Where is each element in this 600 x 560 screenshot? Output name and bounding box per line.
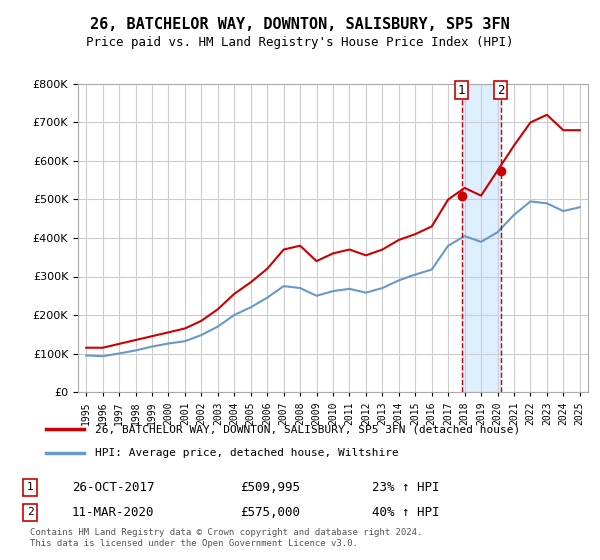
Text: 1: 1: [26, 482, 34, 492]
Text: Contains HM Land Registry data © Crown copyright and database right 2024.
This d: Contains HM Land Registry data © Crown c…: [30, 528, 422, 548]
Text: £509,995: £509,995: [240, 480, 300, 494]
Bar: [461, 84, 500, 392]
Text: 23% ↑ HPI: 23% ↑ HPI: [372, 480, 439, 494]
Text: 26-OCT-2017: 26-OCT-2017: [72, 480, 155, 494]
Text: 26, BATCHELOR WAY, DOWNTON, SALISBURY, SP5 3FN (detached house): 26, BATCHELOR WAY, DOWNTON, SALISBURY, S…: [95, 424, 520, 435]
Text: HPI: Average price, detached house, Wiltshire: HPI: Average price, detached house, Wilt…: [95, 447, 398, 458]
Text: 2: 2: [26, 507, 34, 517]
Text: 11-MAR-2020: 11-MAR-2020: [72, 506, 155, 519]
Text: 40% ↑ HPI: 40% ↑ HPI: [372, 506, 439, 519]
Text: £575,000: £575,000: [240, 506, 300, 519]
Text: 26, BATCHELOR WAY, DOWNTON, SALISBURY, SP5 3FN: 26, BATCHELOR WAY, DOWNTON, SALISBURY, S…: [90, 17, 510, 32]
Text: Price paid vs. HM Land Registry's House Price Index (HPI): Price paid vs. HM Land Registry's House …: [86, 36, 514, 49]
Text: 2: 2: [497, 84, 505, 97]
Text: 1: 1: [458, 84, 466, 97]
